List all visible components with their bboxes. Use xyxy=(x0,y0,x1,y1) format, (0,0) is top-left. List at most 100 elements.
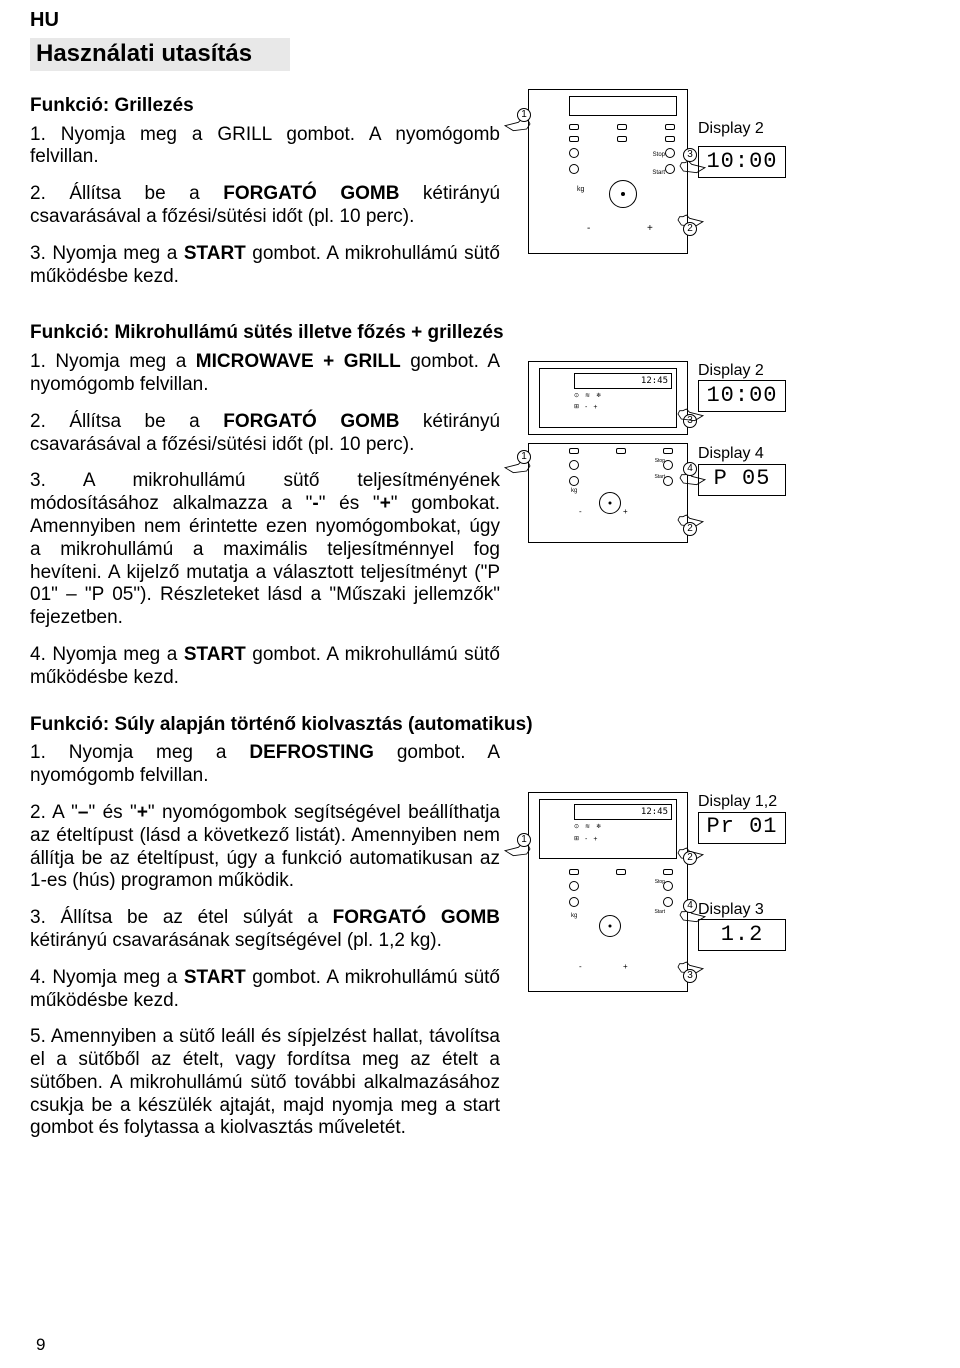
callout-2: 2 xyxy=(683,522,697,536)
s2s3c: " és " xyxy=(319,493,380,514)
callout-3: 3 xyxy=(683,969,697,983)
plus-icon: + xyxy=(623,507,628,517)
section2-step3: 3. A mikrohullámú sütő teljesítményének … xyxy=(30,470,500,630)
s1s3b: START xyxy=(184,243,246,264)
panel-group-2: 12:45 ⊙≋❄ ⊞-+ 3 Stop Start kg xyxy=(528,361,930,543)
s3s2a: 2. A " xyxy=(30,802,78,823)
kg-label: kg xyxy=(571,488,577,495)
section2-title: Funkció: Mikrohullámú sütés illetve főzé… xyxy=(30,322,930,345)
panel2-time: 12:45 xyxy=(574,373,672,389)
start-label: Start xyxy=(652,170,665,177)
rotary-knob xyxy=(599,915,621,937)
minus-icon: - xyxy=(579,962,582,972)
minus-icon: - xyxy=(585,836,587,844)
plus-icon: + xyxy=(623,962,628,972)
callout-3: 3 xyxy=(683,148,697,162)
disp-label: Display 1,2 xyxy=(698,792,786,811)
disp-value: P 05 xyxy=(698,464,786,496)
control-panel-2-bottom: Stop Start kg - + 1 4 2 xyxy=(528,443,688,543)
display-callouts-3: Display 1,2 Pr 01 Display 3 1.2 xyxy=(698,792,786,950)
language-code: HU xyxy=(30,8,930,32)
panel1-display xyxy=(569,96,677,116)
plus-icon: + xyxy=(593,836,597,844)
s3s3b: FORGATÓ GOMB xyxy=(333,907,500,928)
display-callouts-2: Display 2 10:00 Display 4 P 05 xyxy=(698,361,786,495)
panel3-time: 12:45 xyxy=(574,804,672,820)
s3s1a: 1. Nyomja meg a xyxy=(30,742,249,763)
stop-label: Stop xyxy=(655,458,665,464)
s2s4b: START xyxy=(184,644,246,665)
s3s2c: " és " xyxy=(89,802,137,823)
minus-icon: - xyxy=(585,404,587,412)
kg-label: kg xyxy=(571,913,577,920)
disp-label: Display 2 xyxy=(698,119,786,138)
rotary-knob xyxy=(599,492,621,514)
page-number: 9 xyxy=(36,1335,45,1355)
s1s2a: 2. Állítsa be a xyxy=(30,183,223,204)
s2s2a: 2. Állítsa be a xyxy=(30,411,223,432)
s1s3a: 3. Nyomja meg a xyxy=(30,243,184,264)
callout-1: 1 xyxy=(517,108,531,122)
section1-step2: 2. Állítsa be a FORGATÓ GOMB kétirányú c… xyxy=(30,183,500,229)
start-label: Start xyxy=(654,474,665,480)
start-label: Start xyxy=(654,909,665,915)
control-panel-2-top: 12:45 ⊙≋❄ ⊞-+ 3 xyxy=(528,361,688,435)
hand-icon xyxy=(671,404,705,424)
disp-value: Pr 01 xyxy=(698,812,786,844)
section-mw-grill: 1. Nyomja meg a MICROWAVE + GRILL gombot… xyxy=(30,351,930,703)
display-callout-1: Display 2 10:00 xyxy=(698,119,786,178)
disp-value: 10:00 xyxy=(698,146,786,178)
s3s2b: – xyxy=(78,802,89,823)
control-panel-3: 12:45 ⊙≋❄ ⊞-+ Stop Start kg - + xyxy=(528,792,688,992)
s1s2b: FORGATÓ GOMB xyxy=(223,183,399,204)
doc-title: Használati utasítás xyxy=(30,38,290,71)
section1-title: Funkció: Grillezés xyxy=(30,95,500,118)
section1-step3: 3. Nyomja meg a START gombot. A mikrohul… xyxy=(30,243,500,289)
disp-value: 1.2 xyxy=(698,919,786,951)
s2s3d: + xyxy=(380,493,391,514)
section2-text: 1. Nyomja meg a MICROWAVE + GRILL gombot… xyxy=(30,351,500,703)
section2-step2: 2. Állítsa be a FORGATÓ GOMB kétirányú c… xyxy=(30,411,500,457)
minus-icon: - xyxy=(587,223,590,235)
section2-step4: 4. Nyomja meg a START gombot. A mikrohul… xyxy=(30,644,500,690)
s3s2d: + xyxy=(137,802,148,823)
s2s2b: FORGATÓ GOMB xyxy=(223,411,399,432)
stop-label: Stop xyxy=(655,879,665,885)
kg-label: kg xyxy=(577,186,584,194)
rotary-knob xyxy=(609,180,637,208)
section3-title: Funkció: Súly alapján történő kiolvasztá… xyxy=(30,714,630,737)
section-defrost: 1. Nyomja meg a DEFROSTING gombot. A nyo… xyxy=(30,742,930,1154)
disp-label: Display 4 xyxy=(698,444,786,463)
disp-label: Display 3 xyxy=(698,900,786,919)
minus-icon: - xyxy=(579,507,582,517)
section2-diagram: 12:45 ⊙≋❄ ⊞-+ 3 Stop Start kg xyxy=(528,351,930,703)
s3s1b: DEFROSTING xyxy=(249,742,374,763)
s3s4a: 4. Nyomja meg a xyxy=(30,967,184,988)
s2s4a: 4. Nyomja meg a xyxy=(30,644,184,665)
disp-label: Display 2 xyxy=(698,361,786,380)
section1-diagram: kg - + 1 2 3 Stop Start Display 2 10:00 xyxy=(528,89,930,303)
s3s4b: START xyxy=(184,967,246,988)
section3-step2: 2. A "–" és "+" nyomógombok segítségével… xyxy=(30,802,500,893)
stop-label: Stop xyxy=(653,152,665,159)
plus-icon: + xyxy=(593,404,597,412)
s3s3a: 3. Állítsa be az étel súlyát a xyxy=(30,907,333,928)
section3-step3: 3. Állítsa be az étel súlyát a FORGATÓ G… xyxy=(30,907,500,953)
section2-step1: 1. Nyomja meg a MICROWAVE + GRILL gombot… xyxy=(30,351,500,397)
section1-step1: 1. Nyomja meg a GRILL gombot. A nyomógom… xyxy=(30,124,500,170)
panel-group-1: kg - + 1 2 3 Stop Start Display 2 10:00 xyxy=(528,89,930,254)
section3-diagram: 12:45 ⊙≋❄ ⊞-+ Stop Start kg - + xyxy=(528,742,930,1154)
s2s1b: MICROWAVE + GRILL xyxy=(196,351,401,372)
s2s1a: 1. Nyomja meg a xyxy=(30,351,196,372)
s3s3c: kétirányú csavarásának segítségével (pl.… xyxy=(30,930,442,951)
section3-step1: 1. Nyomja meg a DEFROSTING gombot. A nyo… xyxy=(30,742,500,788)
section3-text: 1. Nyomja meg a DEFROSTING gombot. A nyo… xyxy=(30,742,500,1154)
section3-step5: 5. Amennyiben a sütő leáll és sípjelzést… xyxy=(30,1026,500,1140)
disp-value: 10:00 xyxy=(698,380,786,412)
plus-icon: + xyxy=(647,223,653,235)
control-panel-1: kg - + 1 2 3 Stop Start xyxy=(528,89,688,254)
section-grill: Funkció: Grillezés 1. Nyomja meg a GRILL… xyxy=(30,89,930,303)
section1-text: Funkció: Grillezés 1. Nyomja meg a GRILL… xyxy=(30,89,500,303)
section3-step4: 4. Nyomja meg a START gombot. A mikrohul… xyxy=(30,967,500,1013)
panel-group-3: 12:45 ⊙≋❄ ⊞-+ Stop Start kg - + xyxy=(528,792,930,992)
